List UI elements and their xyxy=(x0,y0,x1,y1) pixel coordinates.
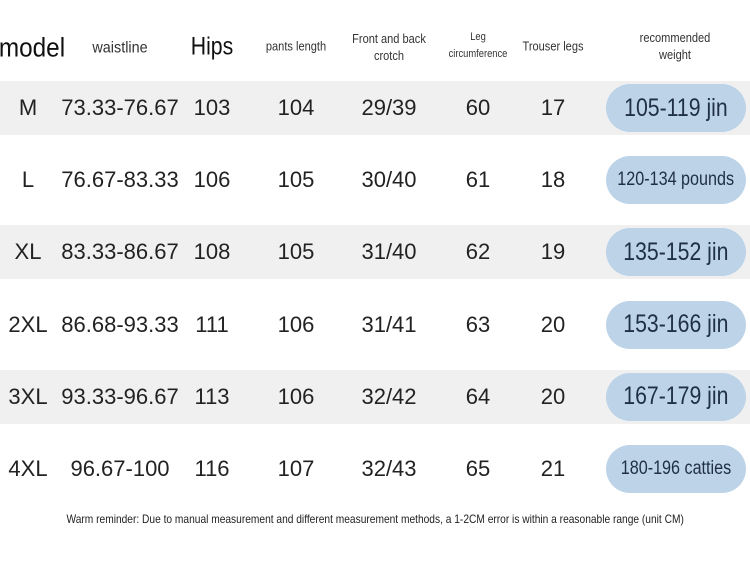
weight-pill: 153-166 jin xyxy=(606,300,746,349)
cell-text: 32/43 xyxy=(361,456,417,481)
cell-text: 30/40 xyxy=(361,167,417,193)
weight-pill: 135-152 jin xyxy=(606,228,746,277)
cell-text: 62 xyxy=(465,239,491,265)
cell-text: XL xyxy=(14,239,42,265)
cell-text: 31/41 xyxy=(361,311,417,337)
column-header: Leg circumference xyxy=(448,31,508,60)
cell-text: 60 xyxy=(465,95,491,120)
cell-text: 64 xyxy=(465,383,491,409)
column-header: recommended weight xyxy=(639,30,711,62)
weight-text: 105-119 jin xyxy=(624,93,728,122)
weight-pill: 167-179 jin xyxy=(606,372,746,421)
cell-text: 3XL xyxy=(8,383,48,409)
cell-text: 29/39 xyxy=(361,95,417,120)
cell-text: 106 xyxy=(277,383,315,409)
cell-text: 83.33-86.67 xyxy=(61,239,179,265)
weight-text: 167-179 jin xyxy=(623,382,729,411)
cell-text: 113 xyxy=(194,383,230,409)
cell-text: 61 xyxy=(465,167,491,193)
cell-text: 86.68-93.33 xyxy=(61,311,179,337)
footnote: Warm reminder: Due to manual measurement… xyxy=(0,512,750,526)
cell-text: 2XL xyxy=(8,311,48,337)
cell-text: 65 xyxy=(465,456,491,481)
cell-text: 106 xyxy=(277,311,315,337)
column-header: pants length xyxy=(265,38,327,54)
cell-text: 93.33-96.67 xyxy=(61,383,179,409)
cell-text: 21 xyxy=(540,456,566,481)
cell-text: 4XL xyxy=(8,456,48,481)
cell-text: 96.67-100 xyxy=(70,456,170,481)
weight-text: 120-134 pounds xyxy=(617,169,735,191)
cell-text: 20 xyxy=(540,383,566,409)
cell-text: 108 xyxy=(193,239,231,265)
column-header: Trouser legs xyxy=(522,38,584,54)
cell-text: 31/40 xyxy=(361,239,417,265)
column-header: model xyxy=(0,32,66,63)
cell-text: 63 xyxy=(465,311,491,337)
cell-text: 106 xyxy=(193,167,231,193)
weight-pill: 180-196 catties xyxy=(606,445,746,493)
cell-text: 105 xyxy=(277,167,315,193)
cell-text: 20 xyxy=(540,311,566,337)
cell-text: 18 xyxy=(540,167,566,193)
cell-text: 19 xyxy=(540,239,566,265)
cell-text: 107 xyxy=(277,456,315,481)
cell-text: 111 xyxy=(195,311,229,337)
cell-text: 17 xyxy=(540,95,566,120)
cell-text: 73.33-76.67 xyxy=(61,95,179,120)
cell-text: 116 xyxy=(194,456,230,481)
footnote-text: Warm reminder: Due to manual measurement… xyxy=(66,512,684,526)
column-header: waistline xyxy=(92,39,148,57)
cell-text: 105 xyxy=(277,239,315,265)
weight-text: 180-196 catties xyxy=(620,458,732,479)
weight-pill: 120-134 pounds xyxy=(606,156,746,205)
cell-text: M xyxy=(18,95,38,120)
cell-text: 103 xyxy=(193,95,231,120)
column-header: Hips xyxy=(190,32,234,61)
weight-text: 135-152 jin xyxy=(623,237,729,266)
cell-text: 76.67-83.33 xyxy=(61,167,179,193)
cell-text: L xyxy=(21,167,35,193)
cell-text: 32/42 xyxy=(361,383,417,409)
column-header: Front and back crotch xyxy=(352,31,426,63)
cell-text: 104 xyxy=(277,95,315,120)
weight-pill: 105-119 jin xyxy=(606,84,746,132)
weight-text: 153-166 jin xyxy=(623,310,729,339)
